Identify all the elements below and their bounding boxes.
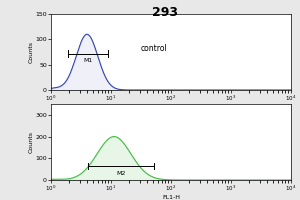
Text: control: control <box>141 44 168 53</box>
X-axis label: FL1-H: FL1-H <box>162 195 180 200</box>
Text: M2: M2 <box>116 171 126 176</box>
Y-axis label: Counts: Counts <box>29 41 34 63</box>
Text: 293: 293 <box>152 6 178 19</box>
X-axis label: FL1-H: FL1-H <box>162 105 180 110</box>
Y-axis label: Counts: Counts <box>29 131 34 153</box>
Text: M1: M1 <box>83 58 92 63</box>
